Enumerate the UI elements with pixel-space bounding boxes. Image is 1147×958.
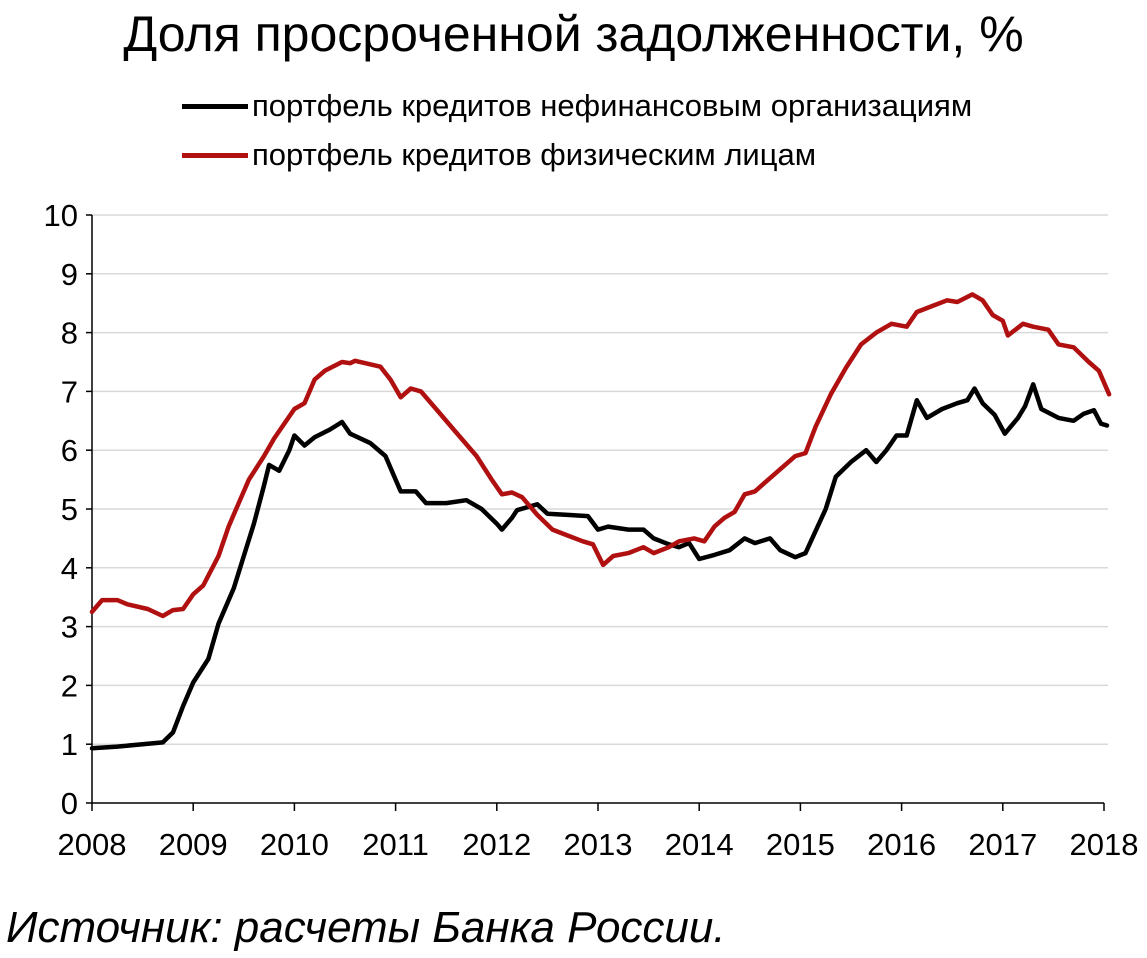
y-tick-label-1: 1 bbox=[61, 727, 78, 762]
x-tick-label-6: 2014 bbox=[665, 827, 734, 862]
x-tick-label-8: 2016 bbox=[867, 827, 936, 862]
y-tick-label-10: 10 bbox=[44, 198, 78, 233]
legend-label-retail: портфель кредитов физическим лицам bbox=[252, 137, 817, 172]
legend-swatch-corporate bbox=[182, 103, 248, 109]
legend-label-corporate: портфель кредитов нефинансовым организац… bbox=[252, 88, 973, 123]
x-tick-label-3: 2011 bbox=[362, 827, 429, 862]
y-tick-label-2: 2 bbox=[61, 668, 78, 703]
y-tick-label-7: 7 bbox=[61, 374, 78, 409]
y-tick-label-0: 0 bbox=[61, 786, 78, 821]
source-note: Источник: расчеты Банка России. bbox=[6, 903, 726, 952]
chart-title: Доля просроченной задолженности, % bbox=[123, 6, 1024, 62]
legend-swatch-retail bbox=[182, 152, 248, 158]
x-tick-label-1: 2009 bbox=[159, 827, 228, 862]
legend-item-corporate: портфель кредитов нефинансовым организац… bbox=[182, 86, 972, 126]
x-tick-label-2: 2010 bbox=[260, 827, 329, 862]
series-line-corporate bbox=[89, 382, 1110, 751]
y-tick-label-9: 9 bbox=[61, 257, 78, 292]
x-tick-label-5: 2013 bbox=[564, 827, 633, 862]
series-line-retail bbox=[89, 292, 1112, 619]
y-tick-label-8: 8 bbox=[61, 316, 78, 351]
y-tick-label-5: 5 bbox=[61, 492, 78, 527]
y-tick-label-4: 4 bbox=[61, 551, 78, 586]
legend-item-retail: портфель кредитов физическим лицам bbox=[182, 135, 816, 175]
y-tick-label-3: 3 bbox=[61, 610, 78, 645]
x-tick-label-7: 2015 bbox=[766, 827, 835, 862]
x-tick-label-9: 2017 bbox=[968, 827, 1037, 862]
x-tick-label-4: 2012 bbox=[462, 827, 531, 862]
x-tick-label-10: 2018 bbox=[1070, 827, 1139, 862]
x-tick-label-0: 2008 bbox=[58, 827, 127, 862]
y-tick-label-6: 6 bbox=[61, 433, 78, 468]
